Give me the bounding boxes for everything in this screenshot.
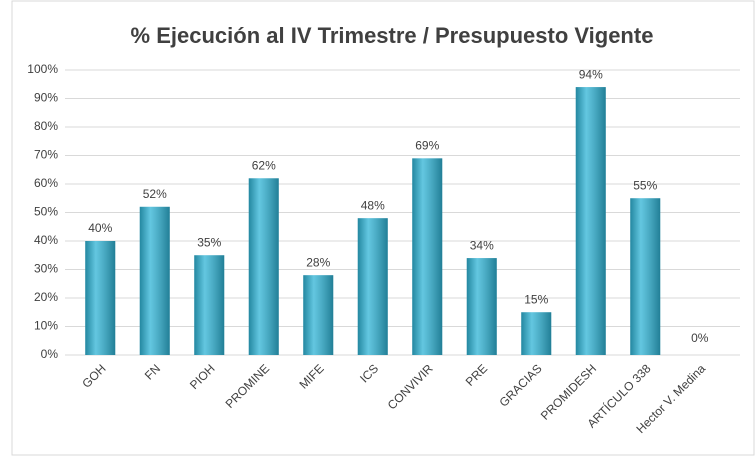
y-tick-label: 50% <box>34 205 58 219</box>
bar-shade <box>85 241 116 355</box>
bar-shade <box>521 312 552 355</box>
data-label: 40% <box>88 221 112 235</box>
y-tick-label: 60% <box>34 176 58 190</box>
data-label: 48% <box>361 198 385 212</box>
y-tick-label: 30% <box>34 262 58 276</box>
y-tick-label: 70% <box>34 148 58 162</box>
data-label: 28% <box>306 255 330 269</box>
bar-shade <box>630 198 661 355</box>
data-label: 35% <box>197 235 221 249</box>
y-tick-label: 10% <box>34 319 58 333</box>
y-tick-label: 0% <box>41 347 59 361</box>
data-label: 94% <box>579 67 603 81</box>
bar-shade <box>575 87 606 355</box>
data-label: 69% <box>415 139 439 153</box>
bar-shade <box>466 258 497 355</box>
bar-shade <box>194 255 225 355</box>
data-label: 52% <box>143 187 167 201</box>
bar-shade <box>412 158 443 355</box>
y-tick-label: 40% <box>34 233 58 247</box>
bar-shade <box>248 178 279 355</box>
chart-title: % Ejecución al IV Trimestre / Presupuest… <box>131 23 654 48</box>
data-label: 34% <box>470 238 494 252</box>
bar-shade <box>303 275 334 355</box>
bar-shade <box>139 206 170 355</box>
y-tick-label: 20% <box>34 290 58 304</box>
data-label: 15% <box>524 292 548 306</box>
bar-shade <box>357 218 388 355</box>
data-label: 62% <box>252 158 276 172</box>
data-label: 55% <box>633 178 657 192</box>
y-tick-label: 90% <box>34 91 58 105</box>
y-tick-label: 80% <box>34 119 58 133</box>
data-label: 0% <box>691 331 709 345</box>
y-tick-label: 100% <box>27 62 58 76</box>
